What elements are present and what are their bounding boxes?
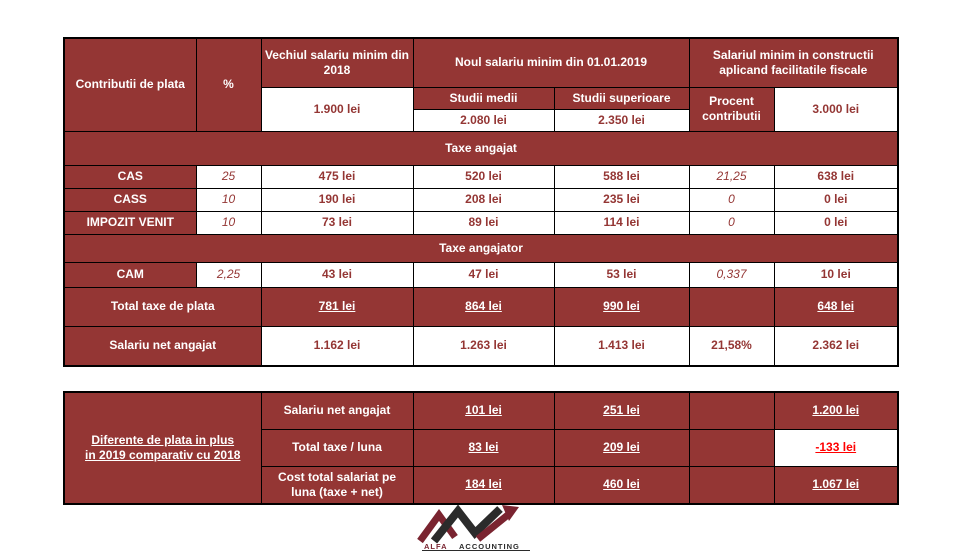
percent-value: 10 — [195, 210, 262, 235]
row-label: CAS — [63, 164, 197, 189]
blank-cell — [688, 428, 775, 467]
total-superioare: 990 lei — [603, 299, 640, 313]
total-medii: 864 lei — [465, 299, 502, 313]
header-studii-superioare: Studii superioare — [553, 86, 690, 110]
studii-superioare-value: 2.350 lei — [553, 108, 690, 132]
net-superioare: 1.413 lei — [553, 325, 690, 367]
row-label: CAM — [63, 261, 197, 288]
row-label: CASS — [63, 187, 197, 212]
table-row: CAS 25 475 lei 520 lei 588 lei 21,25 638… — [63, 164, 899, 189]
superioare-value: 588 lei — [553, 164, 690, 189]
header-contributii: Contributii de plata — [63, 37, 197, 132]
header-old-salary: Vechiul salariu minim din 2018 — [260, 37, 414, 88]
medii-diff: 83 lei — [468, 440, 499, 454]
percent-value: 25 — [195, 164, 262, 189]
medii-value: 89 lei — [412, 210, 555, 235]
net-salary-row: Salariu net angajat 1.162 lei 1.263 lei … — [63, 325, 899, 367]
net-constructii: 2.362 lei — [773, 325, 899, 367]
superioare-diff: 209 lei — [603, 440, 640, 454]
row-label: Total taxe / luna — [260, 428, 414, 467]
constructii-diff: 1.067 lei — [812, 477, 860, 492]
header-studii-medii: Studii medii — [412, 86, 555, 110]
procent-value: 21,25 — [688, 164, 775, 189]
studii-medii-value: 2.080 lei — [412, 108, 555, 132]
differences-title-line2: in 2019 comparativ cu 2018 — [85, 448, 241, 462]
table-row: IMPOZIT VENIT 10 73 lei 89 lei 114 lei 0… — [63, 210, 899, 235]
old-value: 43 lei — [260, 261, 414, 288]
blank-cell — [688, 391, 775, 430]
net-label: Salariu net angajat — [63, 325, 262, 367]
constructii-value: 638 lei — [773, 164, 899, 189]
table-row: Total taxe / luna 83 lei 209 lei -133 le… — [64, 428, 899, 467]
total-constructii: 648 lei — [817, 299, 855, 313]
salary-comparison-table: Contributii de plata % Vechiul salariu m… — [63, 37, 900, 367]
constructii-value: 10 lei — [773, 261, 899, 288]
section-taxe-angajator: Taxe angajator — [63, 233, 899, 263]
table-row: Cost total salariat pe luna (taxe + net)… — [64, 465, 899, 505]
superioare-value: 235 lei — [553, 187, 690, 212]
constructii-value: 0 lei — [773, 210, 899, 235]
net-procent: 21,58% — [688, 325, 775, 367]
percent-value: 2,25 — [195, 261, 262, 288]
differences-title: Diferente de plata in plus in 2019 compa… — [63, 391, 262, 505]
header-procent-contributii: Procent contributii — [688, 86, 775, 132]
logo-text-alfa: ALFA — [424, 542, 448, 551]
logo-zigzag-icon — [417, 504, 519, 544]
header-constructii: Salariul minim in constructii aplicand f… — [688, 37, 899, 88]
net-old: 1.162 lei — [260, 325, 414, 367]
superioare-value: 53 lei — [553, 261, 690, 288]
medii-diff: 184 lei — [465, 477, 502, 492]
row-label: Salariu net angajat — [260, 391, 414, 430]
old-value: 475 lei — [260, 164, 414, 189]
row-label: IMPOZIT VENIT — [63, 210, 197, 235]
table-row: Diferente de plata in plus in 2019 compa… — [63, 391, 899, 505]
table-row: CAM 2,25 43 lei 47 lei 53 lei 0,337 10 l… — [63, 261, 899, 288]
net-medii: 1.263 lei — [412, 325, 555, 367]
row-label: Cost total salariat pe luna (taxe + net) — [260, 465, 414, 505]
total-old: 781 lei — [318, 299, 356, 313]
procent-value: 0,337 — [688, 261, 775, 288]
procent-value: 0 — [688, 187, 775, 212]
alfa-accounting-logo: ALFA ACCOUNTING — [417, 504, 530, 551]
constructii-diff: 1.200 lei — [812, 403, 860, 418]
old-salary-value: 1.900 lei — [260, 86, 414, 132]
table-row: CASS 10 190 lei 208 lei 235 lei 0 0 lei — [63, 187, 899, 212]
old-value: 73 lei — [260, 210, 414, 235]
header-percent: % — [195, 37, 262, 132]
header-new-salary: Noul salariu minim din 01.01.2019 — [412, 37, 690, 88]
superioare-diff: 251 lei — [603, 403, 640, 418]
constructii-diff-negative: -133 lei — [815, 440, 857, 454]
superioare-diff: 460 lei — [603, 477, 640, 492]
differences-title-line1: Diferente de plata in plus — [91, 433, 235, 447]
blank-cell — [688, 465, 775, 505]
total-procent-empty — [688, 286, 775, 327]
medii-diff: 101 lei — [465, 403, 502, 418]
procent-value: 0 — [688, 210, 775, 235]
medii-value: 520 lei — [412, 164, 555, 189]
differences-table: Diferente de plata in plus in 2019 compa… — [63, 391, 899, 505]
old-value: 190 lei — [260, 187, 414, 212]
total-label: Total taxe de plata — [63, 286, 262, 327]
section-taxe-angajat: Taxe angajat — [63, 130, 899, 166]
medii-value: 208 lei — [412, 187, 555, 212]
percent-value: 10 — [195, 187, 262, 212]
total-row: Total taxe de plata 781 lei 864 lei 990 … — [63, 286, 899, 327]
constructii-salary-value: 3.000 lei — [773, 86, 899, 132]
constructii-value: 0 lei — [773, 187, 899, 212]
logo-text-accounting: ACCOUNTING — [459, 542, 520, 551]
medii-value: 47 lei — [412, 261, 555, 288]
superioare-value: 114 lei — [553, 210, 690, 235]
